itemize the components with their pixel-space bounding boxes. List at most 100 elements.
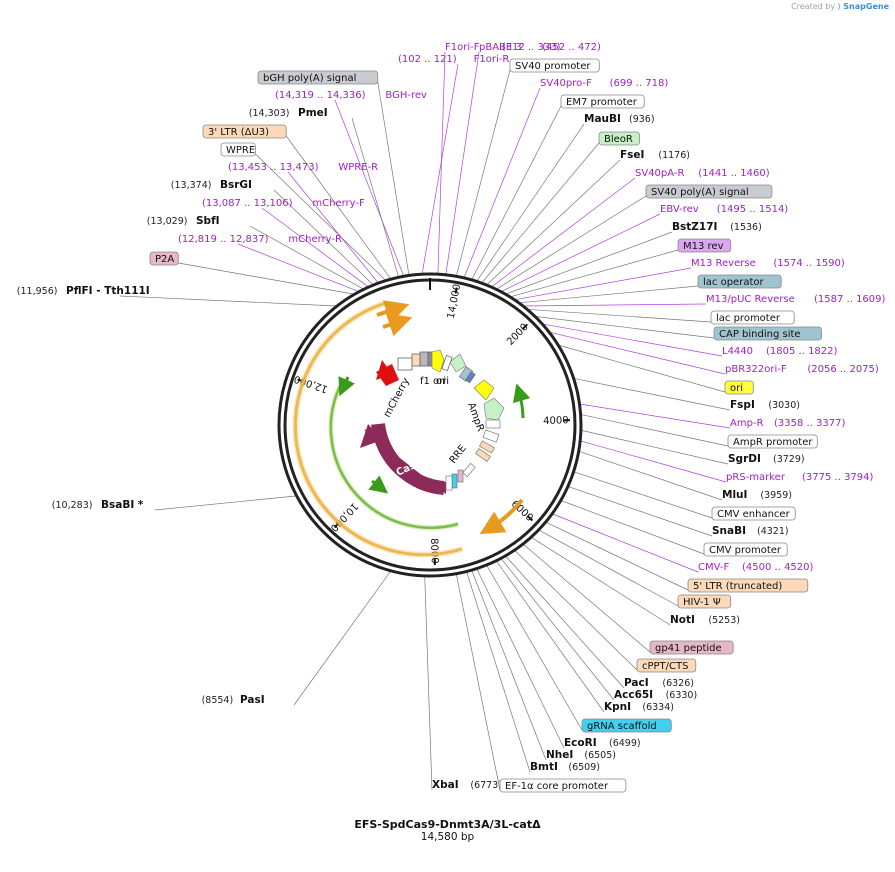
leader-line — [578, 450, 723, 501]
enzyme-position: (14,303) — [249, 108, 290, 119]
leader-line — [518, 285, 699, 304]
enzyme-position: (6499) — [609, 738, 641, 749]
orange-arc-large-outline — [292, 300, 463, 558]
credit-text: Created by — [791, 2, 836, 11]
primer-name: EBV-rev — [660, 204, 699, 215]
leader-line — [237, 243, 360, 293]
annotation-primer: Amp-R (3358 .. 3377) — [730, 418, 846, 429]
enzyme-name: BsrGI — [220, 179, 252, 191]
ampr-feature-arrow — [483, 397, 505, 421]
leader-line — [424, 575, 433, 791]
leader-line — [491, 177, 636, 288]
f1ori-label: f1 ori — [420, 376, 446, 387]
annotation-primer: pBR322ori-F (2056 .. 2075) — [725, 364, 879, 375]
annotation-enzyme: NheI (6505) — [546, 749, 616, 761]
leader-line — [476, 568, 565, 749]
enzyme-position: (5253) — [708, 615, 740, 626]
annotation-box: CAP binding site — [713, 326, 822, 341]
leader-line — [178, 262, 355, 295]
annotation-box: EM7 promoter — [560, 94, 645, 109]
feature-block-10 — [457, 469, 464, 483]
primer-range: (1441 .. 1460) — [698, 168, 770, 179]
feature-box — [677, 594, 732, 609]
feature-label: BleoR — [604, 134, 633, 145]
annotation-enzyme: (8554) PasI — [202, 694, 265, 706]
annotation-primer: (14,319 .. 14,336) BGH-rev — [275, 90, 427, 101]
ruler-tick — [527, 515, 534, 522]
feature-label: SV40 promoter — [515, 61, 591, 72]
leader-line — [481, 142, 600, 284]
mcherry-arrowhead — [376, 360, 392, 380]
leader-line — [538, 529, 679, 607]
feature-box — [697, 274, 782, 289]
leader-line — [514, 267, 692, 301]
annotation-primer: CMV-F (4500 .. 4520) — [698, 562, 814, 573]
annotation-primer: (102 .. 121) F1ori-R — [398, 54, 509, 65]
feature-box — [649, 640, 734, 655]
leader-line — [455, 573, 501, 791]
ampr-label: AmpR — [465, 401, 486, 433]
primer-name: M13/pUC Reverse — [706, 294, 795, 305]
feature-block-wpre — [419, 351, 429, 367]
annotation-enzyme: XbaI (6773) — [432, 779, 502, 791]
primer-range: (102 .. 121) — [398, 54, 457, 65]
primer-name: SV40pA-R — [635, 168, 684, 179]
leader-line — [530, 536, 671, 626]
primer-range: (2056 .. 2075) — [807, 364, 879, 375]
leader-line — [548, 331, 726, 375]
primer-name: mCherry-R — [288, 234, 342, 245]
enzyme-name: PmeI — [298, 107, 328, 119]
primer-name: pRS-marker — [726, 472, 786, 483]
enzyme-position: (8554) — [202, 695, 234, 706]
annotation-enzyme: (13,374) BsrGI — [171, 179, 252, 191]
enzyme-name: EcoRI — [564, 737, 597, 749]
primer-range: (452 .. 472) — [542, 42, 601, 53]
enzyme-name: SbfI — [196, 215, 220, 227]
annotation-primer: F1ori-F (312 .. 333) — [445, 42, 561, 53]
enzyme-name: PasI — [240, 694, 265, 706]
feature-label: HIV-1 Ψ — [683, 597, 721, 608]
feature-box — [499, 778, 627, 793]
primer-name: pBABE 3' — [479, 42, 525, 53]
leader-line — [534, 316, 715, 339]
ruler-tick-label: 8000 — [428, 538, 440, 564]
annotation-box: 5' LTR (truncated) — [687, 578, 809, 593]
enzyme-name: FspI — [730, 399, 755, 411]
green-mini-arrow-2 — [368, 475, 389, 494]
enzyme-name: XbaI — [432, 779, 459, 791]
leader-line — [154, 495, 297, 511]
annotation-primer: EBV-rev (1495 .. 1514) — [660, 204, 788, 215]
orange-mini-arrow-2 — [382, 313, 413, 337]
orange-arc-large — [293, 301, 463, 557]
feature-label: EF-1α core promoter — [505, 781, 609, 792]
leader-line — [249, 225, 364, 290]
feature-box — [149, 251, 179, 266]
annotation-box: WPRE — [220, 142, 256, 157]
leader-line — [334, 99, 405, 277]
primer-range: (3775 .. 3794) — [802, 472, 874, 483]
annotation-box: ori — [724, 380, 754, 395]
feature-block-6 — [482, 429, 500, 443]
leader-line — [285, 135, 392, 280]
leader-line — [486, 159, 621, 286]
annotation-enzyme: MauBI (936) — [584, 113, 655, 125]
feature-box — [598, 131, 640, 146]
feature-box — [687, 578, 809, 593]
ruler-tick — [522, 323, 528, 330]
ori-feature-arrow — [473, 379, 495, 401]
leader-line — [486, 564, 583, 731]
feature-label: lac operator — [703, 277, 764, 288]
annotation-enzyme: FseI (1176) — [620, 149, 690, 161]
annotation-enzyme: Acc65I (6330) — [614, 689, 697, 701]
feature-box — [645, 184, 773, 199]
primer-name: F1ori-R — [474, 54, 510, 65]
enzyme-name: PacI — [624, 677, 649, 689]
enzyme-name: NheI — [546, 749, 573, 761]
enzyme-position: (1536) — [730, 222, 762, 233]
feature-block-3ltr — [411, 353, 421, 367]
annotation-enzyme: (13,029) SbfI — [147, 215, 220, 227]
leader-line — [287, 171, 379, 284]
enzyme-name: BmtI — [530, 761, 558, 773]
primer-range: (1574 .. 1590) — [773, 258, 845, 269]
annotation-box: BleoR — [598, 131, 640, 146]
